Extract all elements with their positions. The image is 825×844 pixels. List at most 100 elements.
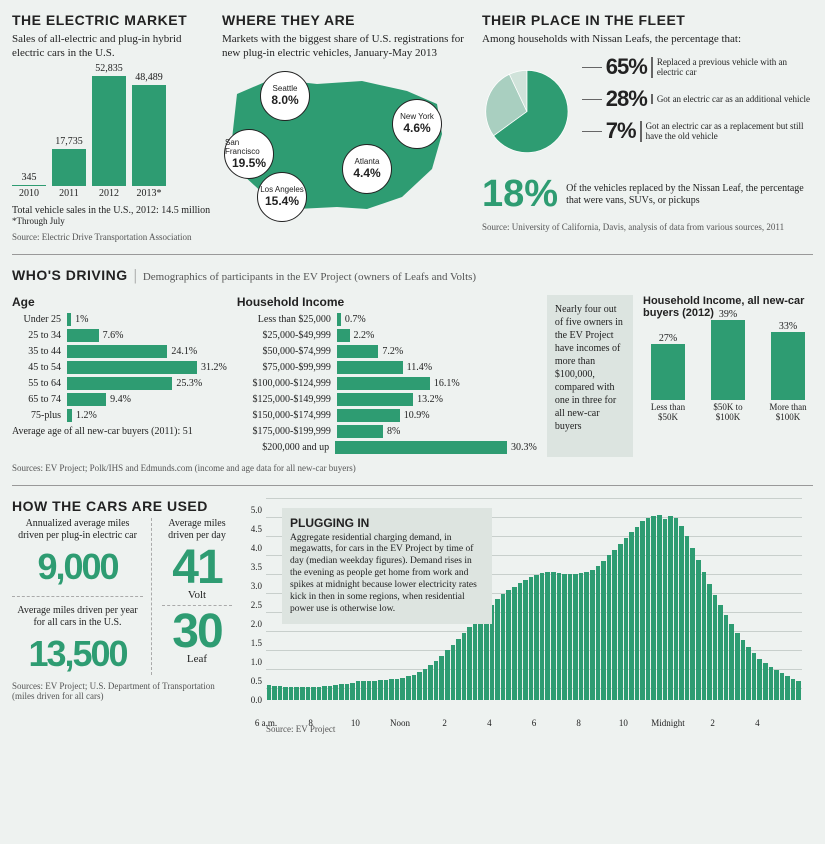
mini-col: 27% Less than $50K: [643, 333, 693, 422]
hbar-value: 31.2%: [201, 362, 227, 373]
whos-driving-subtitle: Demographics of participants in the EV P…: [143, 271, 476, 283]
whos-driving-row: Age Under 25 1% 25 to 34 7.6% 35 to 44 2…: [12, 295, 813, 457]
hbar-row: Less than $25,000 0.7%: [237, 313, 537, 326]
hbar-value: 25.3%: [176, 378, 202, 389]
hbar: [337, 329, 350, 342]
plug-bar: [601, 561, 606, 700]
plug-bar: [400, 678, 405, 700]
plug-bar: [462, 633, 467, 700]
hbar: [337, 361, 403, 374]
hbar-row: 75-plus 1.2%: [12, 409, 227, 422]
plug-bar: [428, 665, 433, 699]
plug-bar: [562, 574, 567, 699]
plugging-chart: 0.00.51.01.52.02.53.03.54.04.55.0 6 a.m.…: [242, 498, 802, 718]
plug-bar: [568, 574, 573, 699]
usa-map: Seattle 8.0% New York 4.6% San Francisco…: [222, 69, 452, 219]
plug-bar: [384, 680, 389, 700]
x-tick: 4: [755, 718, 760, 728]
plug-bar: [378, 680, 383, 699]
age-panel: Age Under 25 1% 25 to 34 7.6% 35 to 44 2…: [12, 295, 227, 457]
plug-bar: [501, 594, 506, 700]
hbar: [67, 329, 99, 342]
hbar-value: 16.1%: [434, 378, 460, 389]
perday-label: Average miles driven per day: [162, 518, 232, 542]
income-panel: Household Income Less than $25,000 0.7% …: [237, 295, 537, 457]
pie-desc: Replaced a previous vehicle with an elec…: [651, 57, 813, 78]
big-number-block: Annualized average miles driven per plug…: [12, 518, 143, 588]
mini-col: 33% More than $100K: [763, 321, 813, 422]
where-they-are-panel: WHERE THEY ARE Markets with the biggest …: [222, 12, 472, 242]
pie-label-row: 7% Got an electric car as a replacement …: [582, 118, 813, 144]
y-tick: 0.5: [251, 676, 262, 686]
hbar-category: $150,000-$174,999: [237, 410, 337, 421]
mini-col-value: 27%: [659, 333, 677, 344]
plug-bar: [451, 645, 456, 700]
y-tick: 2.5: [251, 600, 262, 610]
plug-bar: [317, 687, 322, 700]
plug-bar: [306, 687, 311, 700]
city-bubble: New York 4.6%: [392, 99, 442, 149]
hbar-row: $100,000-$124,999 16.1%: [237, 377, 537, 390]
hbar: [337, 425, 383, 438]
city-name: New York: [400, 112, 434, 121]
plug-bar: [718, 605, 723, 699]
plug-bar: [785, 676, 790, 700]
y-tick: 0.0: [251, 695, 262, 705]
mini-col-category: $50K to $100K: [703, 403, 753, 423]
big-number-label: Annualized average miles driven per plug…: [12, 518, 143, 542]
city-pct: 8.0%: [271, 93, 298, 107]
hbar-category: 25 to 34: [12, 330, 67, 341]
hbar-value: 7.6%: [103, 330, 124, 341]
income-heading: Household Income: [237, 295, 537, 309]
age-chart: Under 25 1% 25 to 34 7.6% 35 to 44 24.1%…: [12, 313, 227, 422]
plug-bar: [506, 590, 511, 699]
city-name: Seattle: [273, 84, 298, 93]
hbar-category: 35 to 44: [12, 346, 67, 357]
plug-bar: [657, 515, 662, 700]
plug-bar: [289, 687, 294, 700]
y-tick: 1.5: [251, 638, 262, 648]
fleet-callout-desc: Of the vehicles replaced by the Nissan L…: [566, 183, 813, 207]
plug-bar: [512, 587, 517, 700]
plug-bar: [635, 527, 640, 700]
city-pct: 15.4%: [265, 194, 299, 208]
perday-value: 41: [162, 546, 232, 589]
hbar-row: 35 to 44 24.1%: [12, 345, 227, 358]
plug-bar: [640, 521, 645, 700]
plug-bar: [395, 679, 400, 700]
pie-pct: 28%: [606, 86, 647, 112]
hbar: [67, 345, 167, 358]
mini-col-bar: [711, 320, 745, 400]
pie-pct: 7%: [606, 118, 636, 144]
plug-bar: [278, 686, 283, 699]
plug-bar: [328, 686, 333, 700]
plug-bar: [294, 687, 299, 700]
plug-bar: [685, 536, 690, 699]
fleet-pie: [482, 54, 572, 169]
plug-bar: [624, 538, 629, 700]
plug-bar: [406, 676, 411, 700]
hbar-category: $25,000-$49,999: [237, 330, 337, 341]
hbar-category: $200,000 and up: [237, 442, 335, 453]
fleet-subtitle: Among households with Nissan Leafs, the …: [482, 32, 813, 46]
hbar-category: $50,000-$74,999: [237, 346, 337, 357]
hbar-category: Less than $25,000: [237, 314, 337, 325]
plug-bar: [473, 622, 478, 700]
plug-bar: [339, 684, 344, 699]
mini-col-category: More than $100K: [763, 403, 813, 423]
hbar-row: $25,000-$49,999 2.2%: [237, 329, 537, 342]
how-used-panel: HOW THE CARS ARE USED Annualized average…: [12, 498, 232, 734]
plug-bar: [478, 616, 483, 700]
hbar-row: $175,000-$199,999 8%: [237, 425, 537, 438]
y-tick: 5.0: [251, 505, 262, 515]
hbar: [335, 441, 507, 454]
city-bubble: Los Angeles 15.4%: [257, 172, 307, 222]
pie-pct: 65%: [606, 54, 647, 80]
x-tick: 6 a.m.: [255, 718, 277, 728]
bar: [92, 76, 126, 186]
hbar-value: 0.7%: [345, 314, 366, 325]
perday-blocks: Average miles driven per day 41 Volt 30 …: [162, 518, 232, 675]
plug-bar: [423, 669, 428, 699]
plug-bar: [345, 684, 350, 700]
mini-col-bar: [651, 344, 685, 399]
